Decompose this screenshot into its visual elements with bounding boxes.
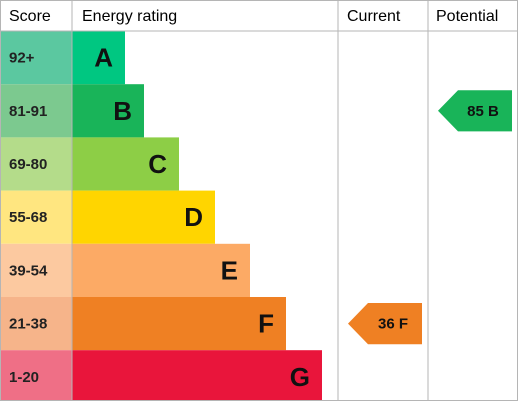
score-label-c: 69-80 xyxy=(9,156,47,173)
rating-letter-c: C xyxy=(148,149,167,179)
score-cell-f xyxy=(0,297,72,351)
potential-rating-marker-arrow xyxy=(438,90,512,132)
rating-letter-f: F xyxy=(258,309,274,339)
score-label-e: 39-54 xyxy=(9,262,48,279)
score-cell-e xyxy=(0,243,72,297)
score-label-d: 55-68 xyxy=(9,209,47,226)
rating-bar-b xyxy=(72,84,144,138)
score-cell-c xyxy=(0,137,72,191)
current-rating-marker-arrow xyxy=(348,303,422,345)
rating-bar-c xyxy=(72,137,179,191)
rating-bar-f xyxy=(72,297,286,351)
potential-header: Potential xyxy=(436,8,498,25)
current-header: Current xyxy=(347,8,401,25)
score-label-g: 1-20 xyxy=(9,369,39,386)
rating-letter-e: E xyxy=(221,255,238,285)
score-header: Score xyxy=(9,8,51,25)
energy-rating-header: Energy rating xyxy=(82,8,177,25)
bands-layer: 92+ A 81-91 B 69-80 C 55-68 D 39-54 E 21-38 F 1-20 G xyxy=(0,31,322,401)
potential-rating-marker-label: 85 B xyxy=(467,103,499,120)
score-cell-d xyxy=(0,190,72,244)
rating-letter-d: D xyxy=(184,202,203,232)
score-cell-g xyxy=(0,350,72,401)
score-label-b: 81-91 xyxy=(9,103,47,120)
rating-bar-d xyxy=(72,190,215,244)
rating-bar-g xyxy=(72,350,322,401)
current-rating-marker-label: 36 F xyxy=(378,316,408,333)
header-row: Score Energy rating Current Potential xyxy=(9,8,498,25)
rating-letter-b: B xyxy=(113,96,132,126)
rating-letter-a: A xyxy=(94,43,113,73)
rating-letter-g: G xyxy=(290,362,310,392)
rating-bar-e xyxy=(72,243,250,297)
score-cell-b xyxy=(0,84,72,138)
score-cell-a xyxy=(0,31,72,85)
rating-bar-a xyxy=(72,31,125,85)
score-label-f: 21-38 xyxy=(9,316,47,333)
markers-layer: 36 F 85 B xyxy=(348,90,512,345)
score-label-a: 92+ xyxy=(9,50,35,67)
